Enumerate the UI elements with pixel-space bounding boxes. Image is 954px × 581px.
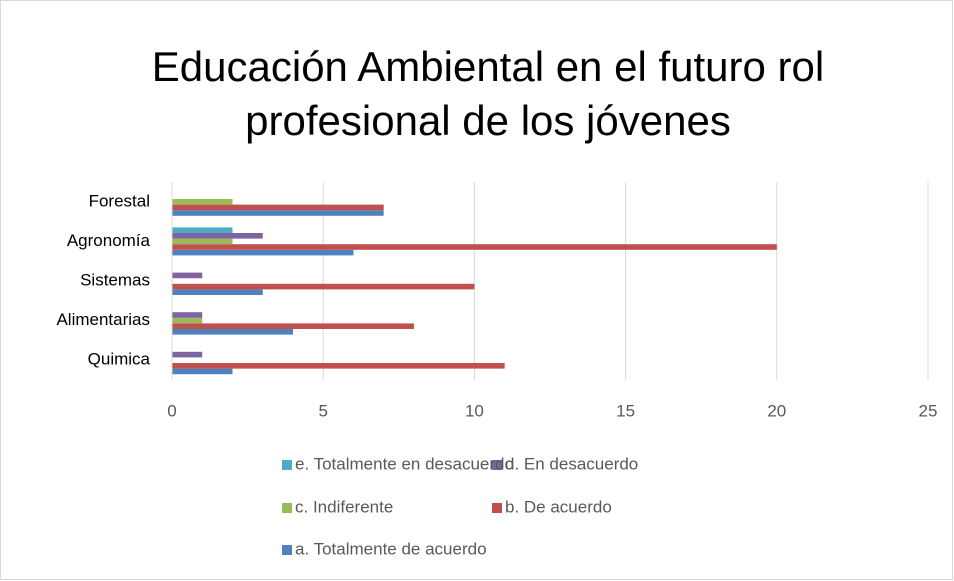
bar: [172, 227, 233, 233]
bar: [172, 329, 293, 335]
legend-swatch: [492, 460, 502, 470]
x-tick-label: 10: [465, 401, 484, 420]
legend-swatch: [282, 460, 292, 470]
x-tick-label: 0: [167, 401, 176, 420]
chart-title: Educación Ambiental en el futuro rol pro…: [151, 43, 825, 144]
legend-label: a. Totalmente de acuerdo: [295, 539, 487, 558]
legend-swatch: [492, 503, 502, 513]
legend-swatch: [282, 545, 292, 555]
bar: [172, 283, 475, 290]
bar: [172, 204, 384, 211]
bar: [172, 249, 354, 256]
bar: [172, 244, 777, 250]
x-tick-label: 5: [318, 401, 327, 420]
legend-label: e. Totalmente en desacuerdo: [295, 454, 514, 473]
bar: [172, 233, 263, 239]
legend-label: b. De acuerdo: [505, 497, 612, 516]
y-tick-label: Forestal: [89, 191, 150, 210]
y-tick-label: Agronomía: [67, 231, 151, 250]
x-tick-label: 25: [919, 401, 938, 420]
bar: [172, 368, 233, 375]
bar: [172, 312, 203, 318]
bar: [172, 317, 203, 324]
bar: [172, 289, 263, 295]
y-tick-label: Quimica: [88, 350, 151, 369]
bar: [172, 363, 505, 369]
legend-label: c. Indiferente: [295, 497, 393, 516]
y-tick-label: Alimentarias: [56, 310, 150, 329]
legend-swatch: [282, 503, 292, 513]
x-tick-label: 20: [767, 401, 786, 420]
x-tick-label: 15: [616, 401, 635, 420]
legend-label: d. En desacuerdo: [505, 454, 638, 473]
y-tick-label: Sistemas: [80, 270, 150, 289]
bar: [172, 323, 414, 329]
bar: [172, 272, 203, 279]
bar: [172, 238, 233, 245]
bar: [172, 210, 384, 216]
bar: [172, 351, 203, 358]
bar: [172, 199, 233, 205]
